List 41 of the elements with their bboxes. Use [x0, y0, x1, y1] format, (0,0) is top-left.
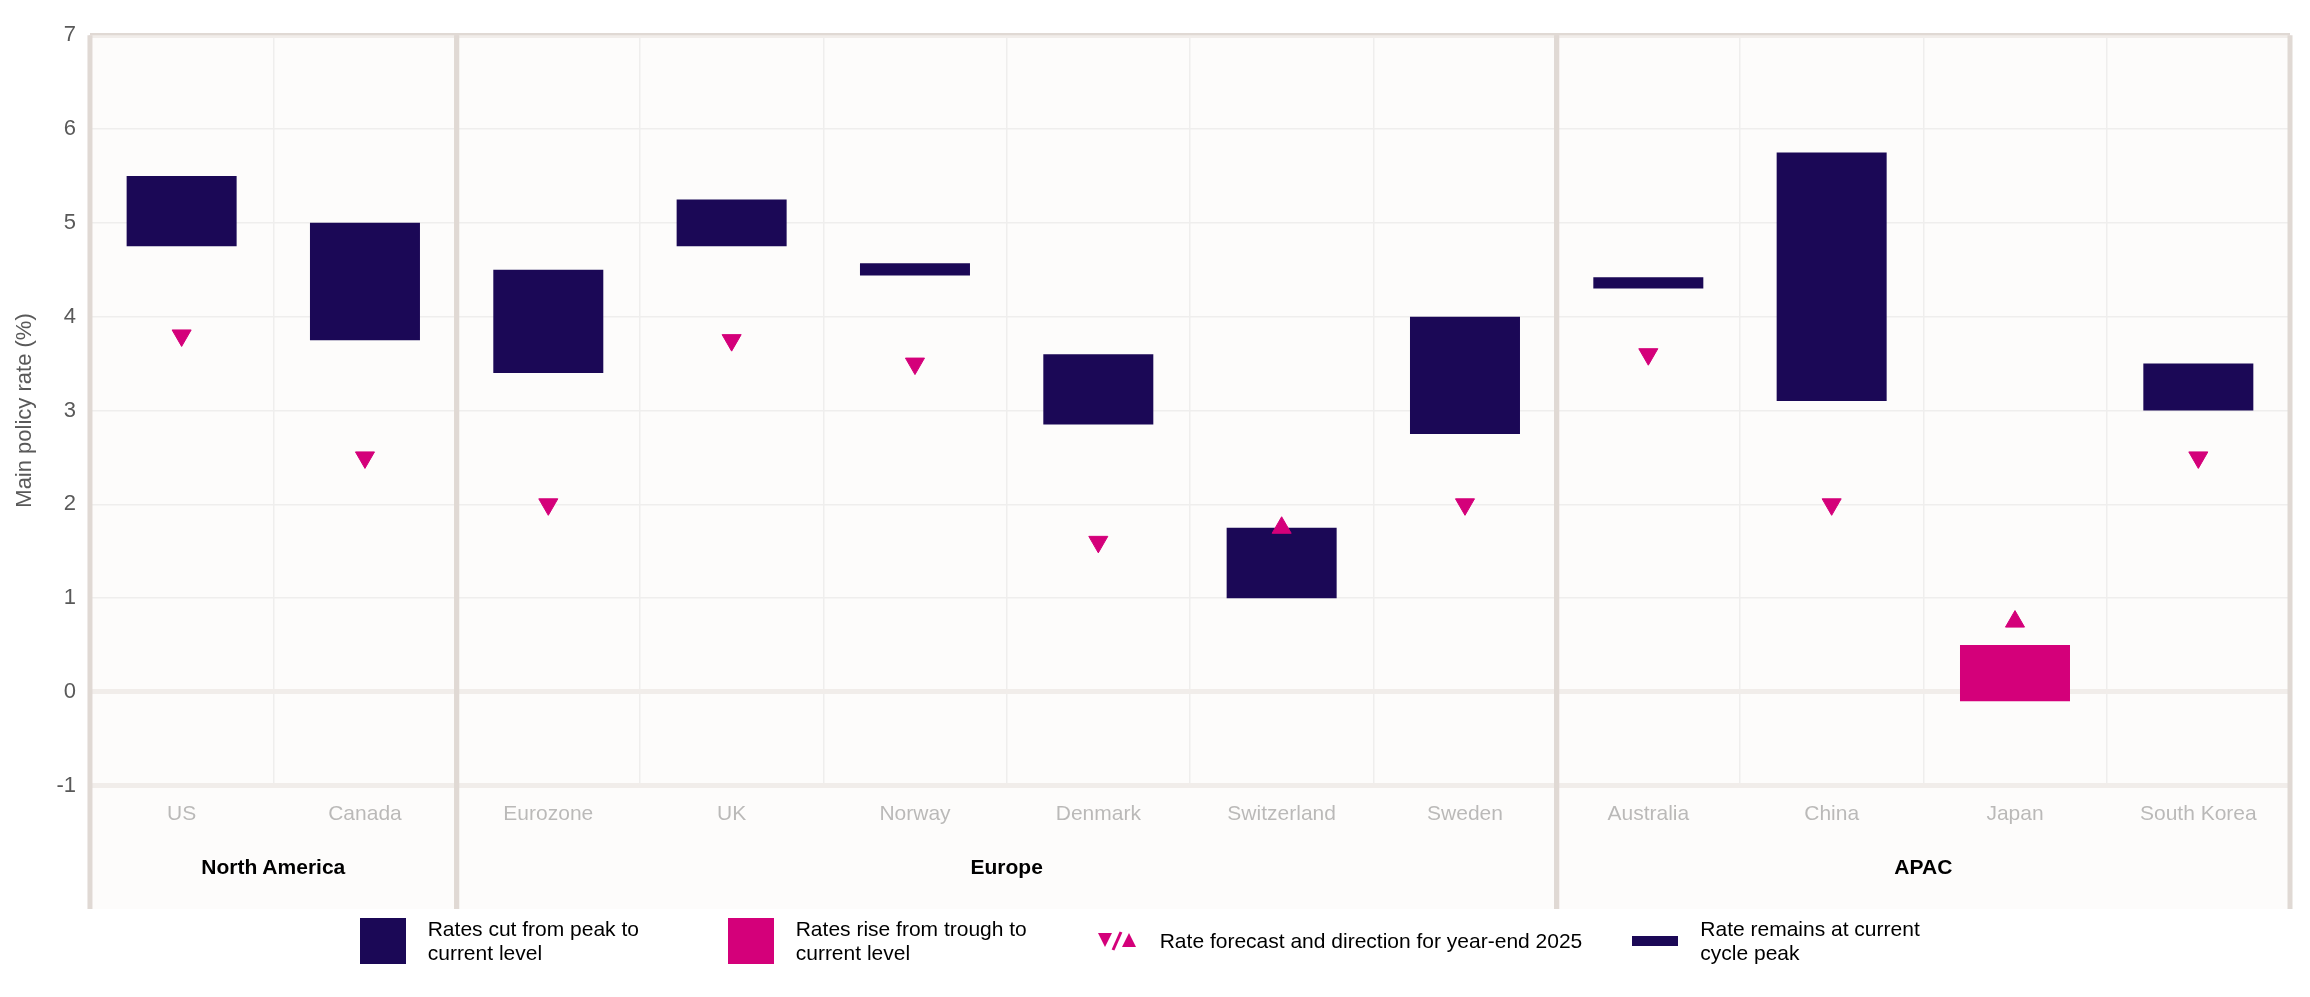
- y-tick-label: 7: [63, 21, 76, 47]
- band-label: Europe: [970, 854, 1043, 878]
- bar: [1959, 645, 2070, 702]
- legend-label: Rate remains at current cycle peak: [1700, 917, 1921, 965]
- x-tick-label: Japan: [1986, 801, 2044, 825]
- x-tick-label: China: [1804, 801, 1860, 825]
- x-tick-label: Australia: [1607, 801, 1690, 825]
- y-tick-label: 4: [63, 302, 76, 328]
- bar: [126, 175, 237, 247]
- band-label: North America: [201, 854, 346, 878]
- x-tick-label: South Korea: [2139, 801, 2258, 825]
- x-tick-label: Eurozone: [503, 801, 594, 825]
- bar: [1409, 316, 1520, 434]
- band-label: APAC: [1894, 854, 1953, 878]
- legend-label: Rates rise from trough to current level: [795, 917, 1028, 965]
- y-tick-label: 6: [63, 115, 76, 141]
- y-axis-title: Main policy rate (%): [11, 313, 37, 508]
- bar: [1776, 152, 1887, 402]
- y-tick-label: 3: [63, 396, 76, 422]
- legend-label: Rate forecast and direction for year-end 2025: [1159, 929, 1583, 953]
- y-tick-label: 2: [63, 490, 76, 516]
- bar: [1043, 354, 1154, 425]
- bar: [493, 269, 604, 373]
- x-tick-label: Switzerland: [1227, 801, 1336, 825]
- x-tick-label: Canada: [328, 801, 403, 825]
- bar: [859, 263, 970, 276]
- bar: [676, 199, 787, 247]
- x-tick-label: Denmark: [1055, 801, 1142, 825]
- bar: [2143, 363, 2254, 411]
- y-tick-label: 0: [63, 678, 76, 704]
- x-tick-label: UK: [717, 801, 747, 825]
- bar: [309, 222, 420, 341]
- x-tick-label: US: [167, 801, 197, 825]
- y-tick-label: 1: [63, 584, 76, 610]
- x-tick-label: Sweden: [1427, 801, 1503, 825]
- bar: [1593, 277, 1704, 289]
- y-tick-label: -1: [56, 771, 76, 797]
- y-tick-label: 5: [63, 208, 76, 234]
- legend-label: Rates cut from peak to current level: [427, 917, 640, 965]
- bar: [1226, 527, 1337, 599]
- x-tick-label: Norway: [879, 801, 952, 825]
